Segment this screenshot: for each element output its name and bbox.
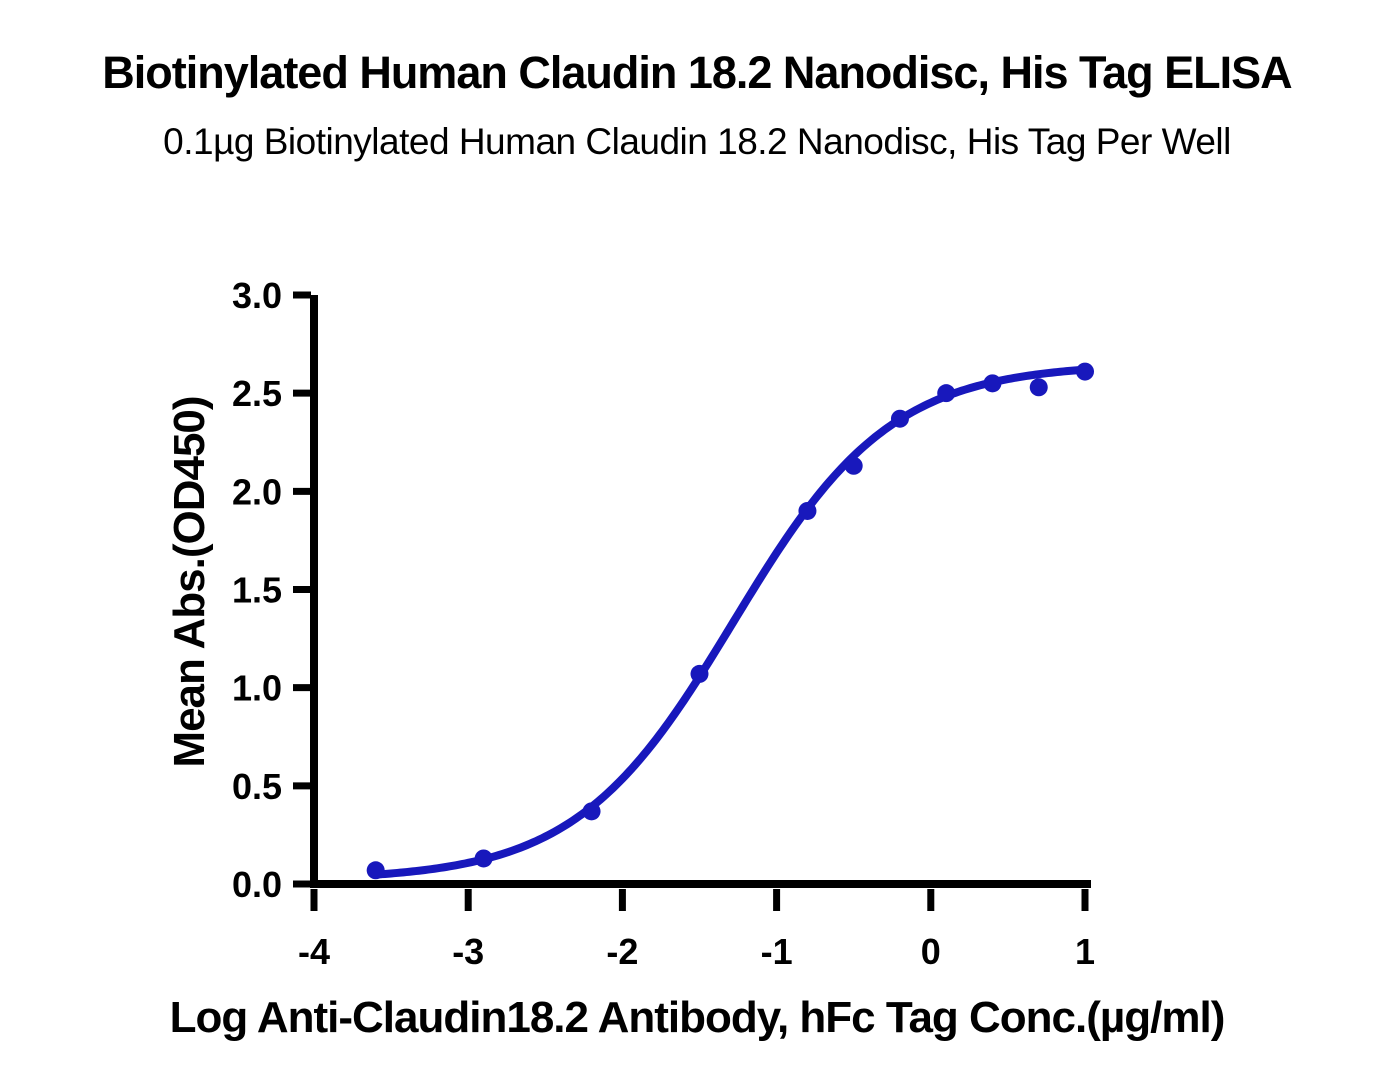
y-tick-label: 3.0 (232, 275, 282, 316)
data-point (798, 501, 817, 520)
data-point (844, 456, 863, 475)
y-tick-label: 0.5 (232, 766, 282, 807)
data-point (366, 861, 385, 880)
x-tick-label: -4 (298, 931, 330, 972)
x-tick-label: -3 (452, 931, 484, 972)
fit-curve (371, 365, 1089, 879)
chart-title: Biotinylated Human Claudin 18.2 Nanodisc… (102, 47, 1292, 98)
y-tick-label: 2.0 (232, 471, 282, 512)
y-tick-label: 1.5 (232, 570, 282, 611)
y-tick-label: 1.0 (232, 668, 282, 709)
data-point (937, 384, 956, 403)
data-point (582, 802, 601, 821)
data-point (1076, 362, 1094, 381)
chart-subtitle: 0.1µg Biotinylated Human Claudin 18.2 Na… (163, 121, 1231, 162)
x-tick-label: -2 (606, 931, 638, 972)
data-point (1029, 378, 1048, 397)
y-tick-label: 0.0 (232, 864, 282, 905)
x-tick-label: 0 (921, 931, 941, 972)
x-tick-label: 1 (1075, 931, 1095, 972)
y-tick-label: 2.5 (232, 373, 282, 414)
data-point (890, 409, 909, 428)
data-point (474, 849, 493, 868)
data-point (983, 374, 1002, 393)
data-point (690, 664, 709, 683)
x-tick-label: -1 (761, 931, 793, 972)
x-axis-title: Log Anti-Claudin18.2 Antibody, hFc Tag C… (169, 993, 1226, 1042)
